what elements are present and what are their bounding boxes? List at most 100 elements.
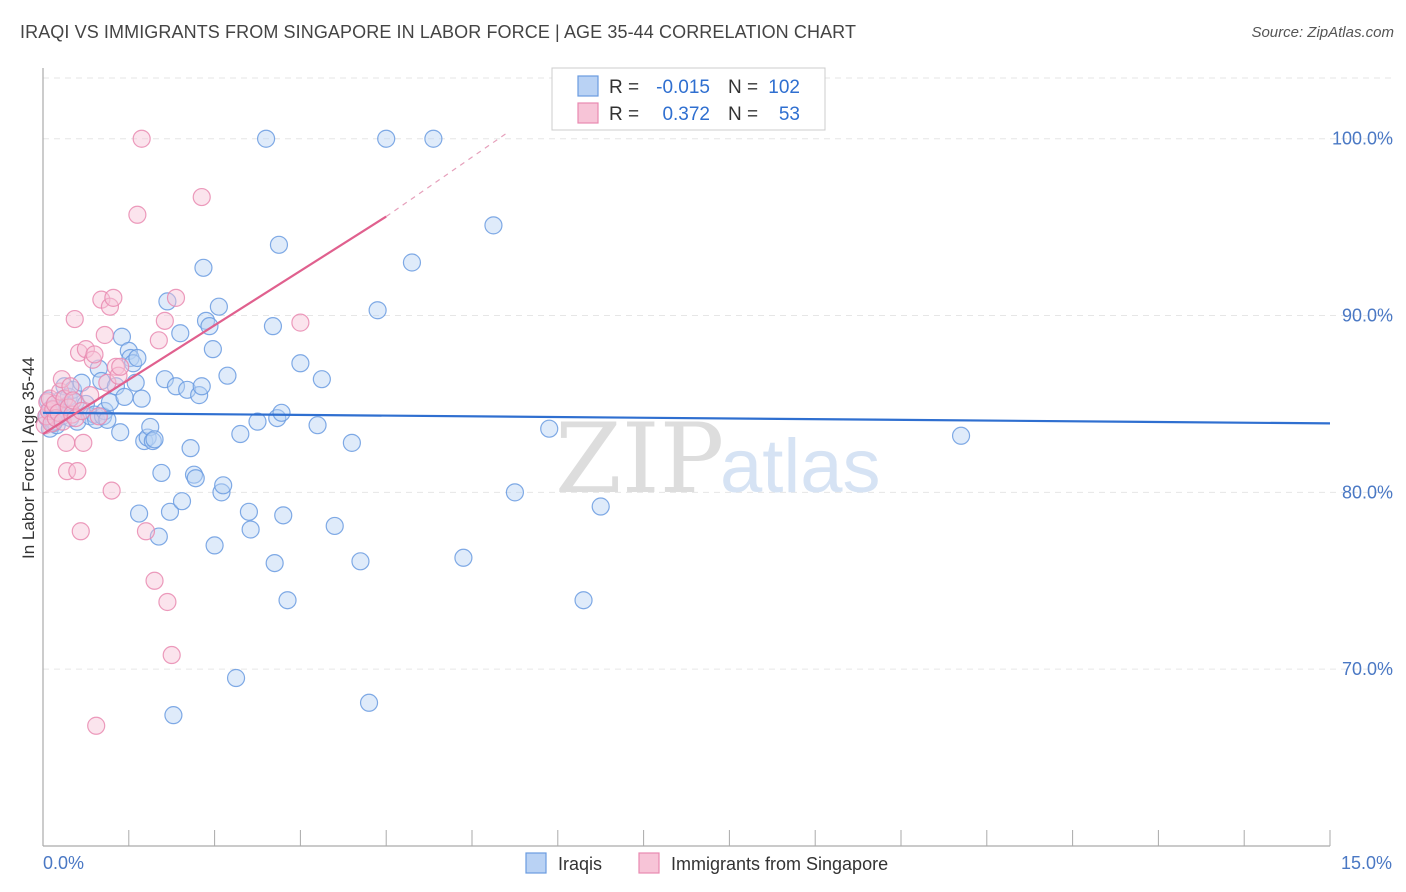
- point-iraqis-66: [218, 366, 237, 385]
- point-singapore-42: [128, 205, 147, 224]
- point-singapore-15: [57, 462, 77, 481]
- point-iraqis-92: [484, 216, 503, 235]
- point-iraqis-93: [505, 483, 525, 502]
- point-singapore-32: [89, 407, 108, 426]
- point-iraqis-49: [166, 377, 186, 396]
- point-singapore-49: [162, 645, 181, 665]
- point-iraqis-70: [241, 520, 260, 539]
- point-singapore-17: [61, 377, 80, 396]
- chart-source: Source: ZipAtlas.com: [1251, 24, 1394, 41]
- legend-r-label-1: R =: [609, 77, 639, 98]
- point-singapore-50: [166, 288, 186, 307]
- point-iraqis-58: [194, 258, 213, 277]
- point-singapore-37: [102, 481, 121, 500]
- point-singapore-26: [74, 433, 93, 452]
- series-singapore: [35, 129, 310, 735]
- point-iraqis-48: [164, 706, 183, 725]
- point-singapore-51: [192, 187, 211, 207]
- trendline-iraqis: [42, 411, 1331, 425]
- point-singapore-24: [71, 522, 90, 541]
- point-singapore-48: [158, 592, 177, 612]
- y-tick-label-90: 90.0%: [1342, 306, 1393, 326]
- point-iraqis-59: [196, 311, 216, 330]
- point-iraqis-90: [424, 129, 443, 148]
- point-iraqis-44: [152, 463, 171, 483]
- x-ticks: [128, 830, 1331, 846]
- trendline-singapore-extension: [385, 132, 507, 218]
- point-singapore-20: [65, 309, 84, 329]
- y-tick-label-80: 80.0%: [1342, 482, 1393, 502]
- legend-n-label-2: N =: [728, 104, 758, 125]
- point-iraqis-87: [368, 301, 387, 320]
- point-iraqis-89: [402, 253, 422, 272]
- point-singapore-30: [85, 345, 104, 364]
- point-iraqis-39: [138, 428, 157, 447]
- point-iraqis-80: [291, 354, 310, 373]
- point-iraqis-86: [359, 693, 379, 712]
- bottom-legend-label-singapore: Immigrants from Singapore: [671, 854, 888, 874]
- point-iraqis-97: [951, 426, 971, 445]
- point-singapore-45: [145, 571, 164, 590]
- x-tick-label-max: 15.0%: [1341, 853, 1392, 873]
- chart-title: IRAQI VS IMMIGRANTS FROM SINGAPORE IN LA…: [20, 22, 857, 42]
- y-axis-label: In Labor Force | Age 35-44: [19, 357, 38, 559]
- point-singapore-31: [87, 716, 106, 735]
- point-iraqis-83: [325, 516, 344, 536]
- point-iraqis-65: [214, 476, 233, 495]
- point-iraqis-37: [132, 389, 151, 408]
- point-iraqis-16: [72, 373, 91, 392]
- legend-box: R = -0.015 N = 102 R = 0.372 N = 53: [551, 67, 826, 131]
- point-iraqis-30: [115, 387, 134, 406]
- point-iraqis-84: [342, 433, 361, 452]
- point-singapore-46: [149, 331, 168, 350]
- point-iraqis-82: [312, 370, 331, 389]
- point-iraqis-55: [186, 469, 205, 488]
- point-iraqis-96: [591, 497, 610, 516]
- point-iraqis-51: [172, 492, 192, 511]
- bottom-legend-swatch-iraqis: [525, 852, 547, 874]
- legend-swatch-singapore: [577, 102, 599, 124]
- point-iraqis-81: [308, 416, 327, 435]
- point-singapore-43: [132, 129, 151, 148]
- legend-r-value-2: 0.372: [662, 104, 710, 125]
- point-iraqis-77: [272, 403, 291, 422]
- point-iraqis-94: [540, 419, 559, 438]
- series-iraqis: [37, 129, 971, 725]
- point-iraqis-67: [226, 668, 246, 688]
- gridlines: [43, 77, 1392, 670]
- point-iraqis-76: [269, 235, 289, 254]
- point-iraqis-95: [574, 591, 593, 610]
- point-iraqis-35: [128, 348, 147, 368]
- point-singapore-27: [76, 340, 96, 359]
- point-iraqis-63: [209, 297, 228, 316]
- point-iraqis-69: [239, 502, 259, 521]
- point-singapore-4: [40, 389, 59, 408]
- legend-n-value-1: 102: [768, 77, 800, 98]
- legend-swatch-iraqis: [577, 75, 599, 97]
- point-iraqis-88: [377, 129, 396, 148]
- point-iraqis-53: [181, 439, 200, 458]
- point-iraqis-74: [265, 553, 284, 573]
- point-iraqis-91: [454, 548, 473, 567]
- point-iraqis-73: [263, 317, 283, 336]
- point-iraqis-78: [274, 506, 293, 525]
- point-singapore-35: [98, 373, 117, 392]
- point-iraqis-50: [171, 324, 190, 343]
- bottom-legend: Iraqis Immigrants from Singapore: [525, 852, 888, 874]
- point-iraqis-47: [160, 502, 180, 521]
- y-tick-label-70: 70.0%: [1342, 659, 1393, 679]
- point-singapore-44: [136, 522, 156, 541]
- point-iraqis-85: [351, 552, 370, 571]
- point-iraqis-34: [126, 373, 145, 392]
- legend-r-label-2: R =: [609, 104, 639, 125]
- point-singapore-52: [291, 313, 310, 332]
- legend-n-value-2: 53: [779, 104, 800, 125]
- point-iraqis-52: [178, 380, 197, 399]
- point-iraqis-45: [155, 370, 174, 389]
- legend-r-value-1: -0.015: [656, 77, 710, 98]
- point-iraqis-36: [129, 504, 149, 523]
- point-singapore-47: [155, 311, 174, 330]
- legend-n-label-1: N =: [728, 77, 758, 98]
- point-iraqis-68: [231, 424, 250, 444]
- point-singapore-34: [95, 325, 114, 345]
